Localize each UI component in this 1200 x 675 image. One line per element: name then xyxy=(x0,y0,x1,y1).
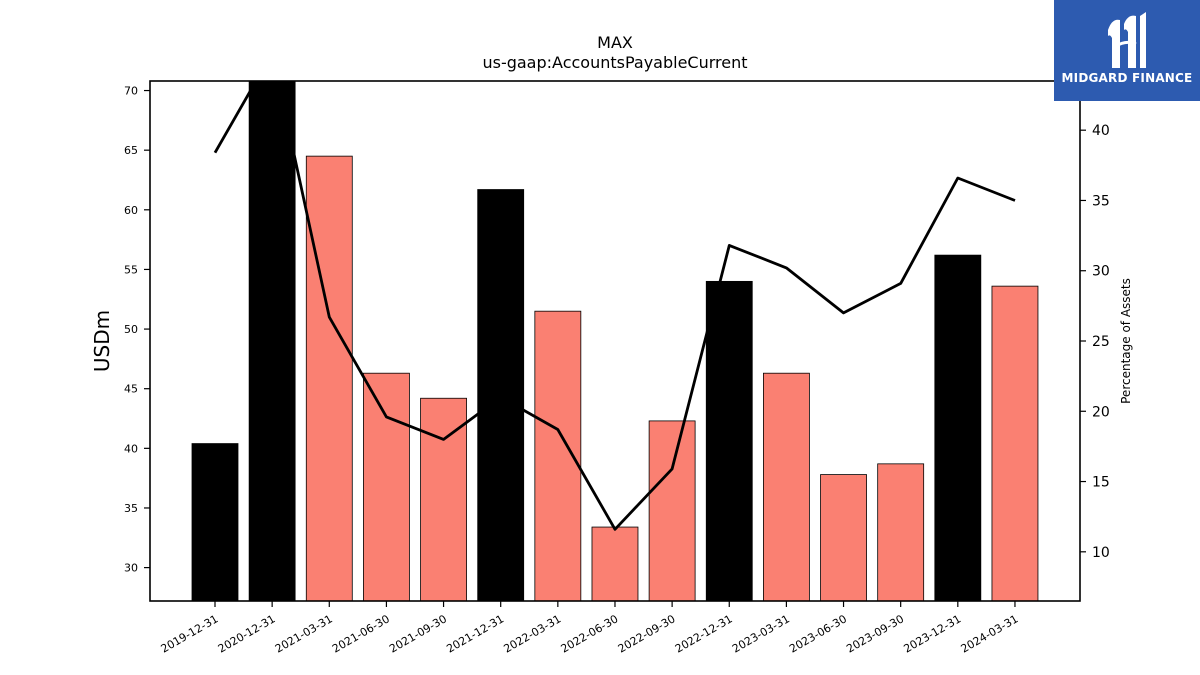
bar-2022-06-30 xyxy=(591,526,639,601)
y2-tick-label: 40 xyxy=(1092,123,1110,139)
bar-2019-12-31 xyxy=(191,443,239,601)
y-tick-label: 50 xyxy=(124,323,138,336)
midgard-finance-logo: MIDGARD FINANCE xyxy=(1054,0,1200,101)
bar-2021-06-30 xyxy=(363,372,410,601)
x-tick-label: 2019-12-31 xyxy=(159,612,221,655)
left-y-axis: 30 35 40 45 50 55 60 65 70 xyxy=(124,85,150,575)
bar-2023-12-31 xyxy=(934,254,982,601)
y2-tick-label: 25 xyxy=(1092,334,1110,350)
x-tick-label: 2023-09-30 xyxy=(844,612,906,655)
bar-2021-03-31 xyxy=(305,155,353,601)
y2-tick-label: 15 xyxy=(1092,475,1110,491)
bar-2022-09-30 xyxy=(648,420,696,601)
y2-axis-label: Percentage of Assets xyxy=(1119,278,1133,404)
x-tick-label: 2023-06-30 xyxy=(787,612,849,655)
bar-2023-06-30 xyxy=(820,474,867,601)
percentage-line xyxy=(213,81,1016,531)
y-axis-label: USDm xyxy=(90,310,114,372)
x-tick-label: 2023-03-31 xyxy=(730,612,792,655)
x-tick-label: 2020-12-31 xyxy=(216,612,278,655)
y2-tick-label: 10 xyxy=(1092,545,1110,561)
bar-2022-12-31 xyxy=(705,280,753,601)
midgard-logo-icon xyxy=(1108,12,1146,68)
chart-title: MAX xyxy=(597,33,633,52)
y-tick-label: 30 xyxy=(124,562,138,575)
y-tick-label: 60 xyxy=(124,204,138,217)
line-series xyxy=(213,81,1016,531)
bar-2020-12-31 xyxy=(248,81,296,601)
x-tick-label: 2021-06-30 xyxy=(330,612,392,655)
x-tick-label: 2021-12-31 xyxy=(444,612,506,655)
x-tick-label: 2022-09-30 xyxy=(616,612,678,655)
y-tick-label: 70 xyxy=(124,85,138,98)
x-tick-label: 2022-06-30 xyxy=(559,612,621,655)
x-tick-label: 2024-03-31 xyxy=(959,612,1021,655)
x-tick-label: 2023-12-31 xyxy=(901,612,963,655)
y-tick-label: 45 xyxy=(124,383,138,396)
x-tick-label: 2021-03-31 xyxy=(273,612,335,655)
bar-2023-03-31 xyxy=(763,372,810,601)
x-tick-label: 2022-03-31 xyxy=(501,612,563,655)
x-tick-label: 2021-09-30 xyxy=(387,612,449,655)
x-axis: 2019-12-312020-12-312021-03-312021-06-30… xyxy=(159,601,1021,656)
y-tick-label: 65 xyxy=(124,144,138,157)
y2-tick-label: 35 xyxy=(1092,193,1110,209)
bar-2024-03-31 xyxy=(991,285,1039,601)
y-tick-label: 35 xyxy=(124,502,138,515)
y-tick-label: 40 xyxy=(124,442,138,455)
x-tick-label: 2022-12-31 xyxy=(673,612,735,655)
right-y-axis: 10 15 20 25 30 35 40 xyxy=(1080,123,1110,561)
bar-2021-12-31 xyxy=(477,189,525,601)
logo-text: MIDGARD FINANCE xyxy=(1061,71,1193,85)
y2-tick-label: 30 xyxy=(1092,264,1110,280)
bar-series xyxy=(191,81,1039,601)
y2-tick-label: 20 xyxy=(1092,404,1110,420)
y-tick-label: 55 xyxy=(124,263,138,276)
chart-subtitle: us-gaap:AccountsPayableCurrent xyxy=(482,53,747,72)
bar-2023-09-30 xyxy=(877,463,925,601)
